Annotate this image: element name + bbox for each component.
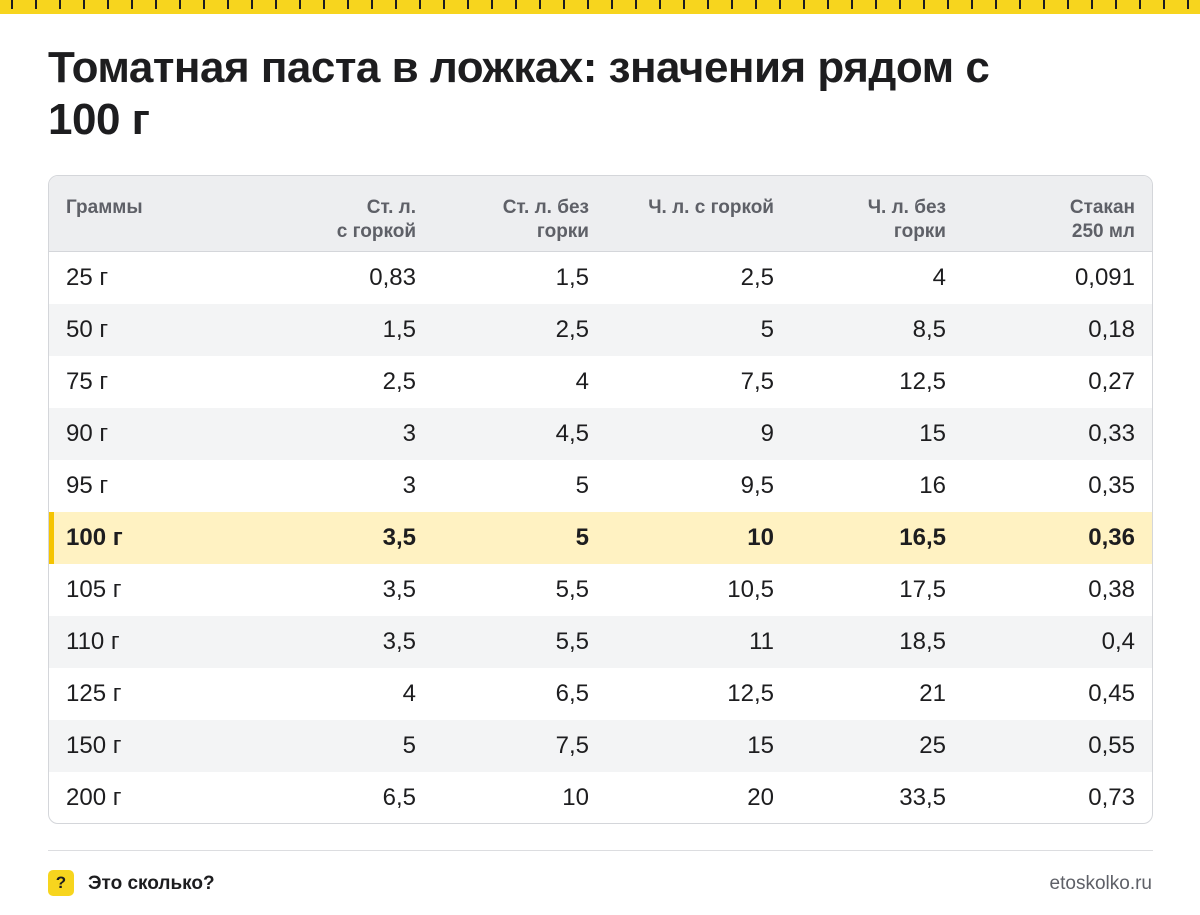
cell-tsp-heaped: 12,5 xyxy=(727,680,774,707)
cell-grams: 105 г xyxy=(66,576,122,603)
table-row: 90 г 3 4,5 9 15 0,33 xyxy=(49,408,1152,460)
question-icon: ? xyxy=(48,870,74,896)
cell-tsp-heaped: 10,5 xyxy=(727,576,774,603)
footer-site-link[interactable]: etoskolko.ru xyxy=(1049,873,1152,894)
cell-cup-250ml: 0,55 xyxy=(1088,732,1135,759)
cell-tbsp-heaped: 3,5 xyxy=(382,524,416,551)
cell-tbsp-level: 5,5 xyxy=(555,628,589,655)
cell-tsp-level: 33,5 xyxy=(899,784,946,811)
header-tsp-level: Ч. л. без горки xyxy=(867,197,946,242)
cell-tsp-heaped: 11 xyxy=(749,628,774,655)
ruler-strip xyxy=(0,0,1200,14)
cell-tbsp-heaped: 6,5 xyxy=(382,784,416,811)
cell-tsp-level: 15 xyxy=(919,420,946,447)
table-header-row: Граммы Ст. л. с горкой Ст. л. без горки … xyxy=(49,176,1152,252)
cell-tsp-heaped: 15 xyxy=(747,732,774,759)
cell-grams: 75 г xyxy=(66,368,109,395)
table-row: 105 г 3,5 5,5 10,5 17,5 0,38 xyxy=(49,564,1152,616)
cell-tbsp-level: 10 xyxy=(562,784,589,811)
cell-tsp-level: 17,5 xyxy=(899,576,946,603)
cell-tbsp-heaped: 5 xyxy=(402,732,416,759)
cell-tbsp-heaped: 3 xyxy=(402,472,416,499)
cell-tsp-heaped: 9 xyxy=(760,420,774,447)
cell-cup-250ml: 0,18 xyxy=(1088,316,1135,343)
cell-cup-250ml: 0,27 xyxy=(1088,368,1135,395)
cell-grams: 90 г xyxy=(66,420,109,447)
header-tbsp-level: Ст. л. без горки xyxy=(502,197,589,242)
cell-cup-250ml: 0,4 xyxy=(1101,628,1135,655)
cell-grams: 125 г xyxy=(66,680,122,707)
cell-cup-250ml: 0,33 xyxy=(1088,420,1135,447)
cell-tsp-level: 12,5 xyxy=(899,368,946,395)
cell-tbsp-heaped: 4 xyxy=(402,680,416,707)
cell-tsp-level: 8,5 xyxy=(912,316,946,343)
cell-tbsp-heaped: 1,5 xyxy=(382,316,416,343)
header-cup-250ml: Стакан 250 мл xyxy=(1069,197,1135,242)
table-body: 25 г 0,83 1,5 2,5 4 0,091 50 г 1,5 2,5 5 8,5 0,18 75… xyxy=(49,252,1152,823)
cell-tsp-level: 4 xyxy=(932,264,946,291)
cell-grams: 100 г xyxy=(66,524,123,551)
cell-tbsp-heaped: 3,5 xyxy=(382,576,416,603)
page-title: Томатная паста в ложках: значения рядом … xyxy=(48,43,990,144)
table-row: 95 г 3 5 9,5 16 0,35 xyxy=(49,460,1152,512)
cell-grams: 50 г xyxy=(66,316,109,343)
cell-tsp-heaped: 2,5 xyxy=(740,264,774,291)
cell-cup-250ml: 0,45 xyxy=(1088,680,1135,707)
cell-tbsp-heaped: 0,83 xyxy=(369,264,416,291)
cell-tbsp-level: 1,5 xyxy=(555,264,589,291)
cell-grams: 110 г xyxy=(66,628,120,655)
cell-tsp-heaped: 20 xyxy=(747,784,774,811)
cell-tsp-level: 21 xyxy=(919,680,946,707)
cell-grams: 25 г xyxy=(66,264,109,291)
header-grams: Граммы xyxy=(66,197,143,218)
cell-tbsp-level: 5,5 xyxy=(555,576,589,603)
cell-cup-250ml: 0,35 xyxy=(1088,472,1135,499)
cell-tsp-heaped: 9,5 xyxy=(740,472,774,499)
cell-cup-250ml: 0,36 xyxy=(1088,524,1135,551)
cell-tbsp-heaped: 3 xyxy=(402,420,416,447)
footer-divider xyxy=(48,850,1153,851)
table-row-highlighted: 100 г 3,5 5 10 16,5 0,36 xyxy=(49,512,1152,564)
cell-tbsp-level: 6,5 xyxy=(555,680,589,707)
table-row: 110 г 3,5 5,5 11 18,5 0,4 xyxy=(49,616,1152,668)
cell-tbsp-heaped: 2,5 xyxy=(382,368,416,395)
cell-tbsp-level: 4,5 xyxy=(555,420,589,447)
cell-grams: 150 г xyxy=(66,732,122,759)
table-row: 200 г 6,5 10 20 33,5 0,73 xyxy=(49,772,1152,823)
cell-tbsp-level: 7,5 xyxy=(555,732,589,759)
cell-grams: 95 г xyxy=(66,472,109,499)
cell-tbsp-level: 5 xyxy=(575,524,589,551)
cell-tsp-level: 25 xyxy=(919,732,946,759)
table-row: 75 г 2,5 4 7,5 12,5 0,27 xyxy=(49,356,1152,408)
table-row: 25 г 0,83 1,5 2,5 4 0,091 xyxy=(49,252,1152,304)
header-tsp-heaped: Ч. л. с горкой xyxy=(648,197,774,218)
cell-tbsp-heaped: 3,5 xyxy=(382,628,416,655)
table-row: 50 г 1,5 2,5 5 8,5 0,18 xyxy=(49,304,1152,356)
table-row: 125 г 4 6,5 12,5 21 0,45 xyxy=(49,668,1152,720)
cell-tbsp-level: 5 xyxy=(575,472,589,499)
cell-tsp-heaped: 5 xyxy=(760,316,774,343)
table-row: 150 г 5 7,5 15 25 0,55 xyxy=(49,720,1152,772)
footer-brand: Это сколько? xyxy=(88,873,215,894)
cell-tbsp-level: 4 xyxy=(575,368,589,395)
cell-tsp-level: 18,5 xyxy=(899,628,946,655)
cell-tsp-level: 16 xyxy=(919,472,946,499)
cell-tsp-level: 16,5 xyxy=(899,524,946,551)
cell-tsp-heaped: 10 xyxy=(747,524,774,551)
cell-cup-250ml: 0,091 xyxy=(1074,264,1135,291)
cell-tsp-heaped: 7,5 xyxy=(740,368,774,395)
cell-cup-250ml: 0,73 xyxy=(1088,784,1135,811)
cell-cup-250ml: 0,38 xyxy=(1088,576,1135,603)
header-tbsp-heaped: Ст. л. с горкой xyxy=(336,197,416,242)
cell-tbsp-level: 2,5 xyxy=(555,316,589,343)
cell-grams: 200 г xyxy=(66,784,122,811)
conversion-table: Граммы Ст. л. с горкой Ст. л. без горки … xyxy=(48,175,1153,824)
